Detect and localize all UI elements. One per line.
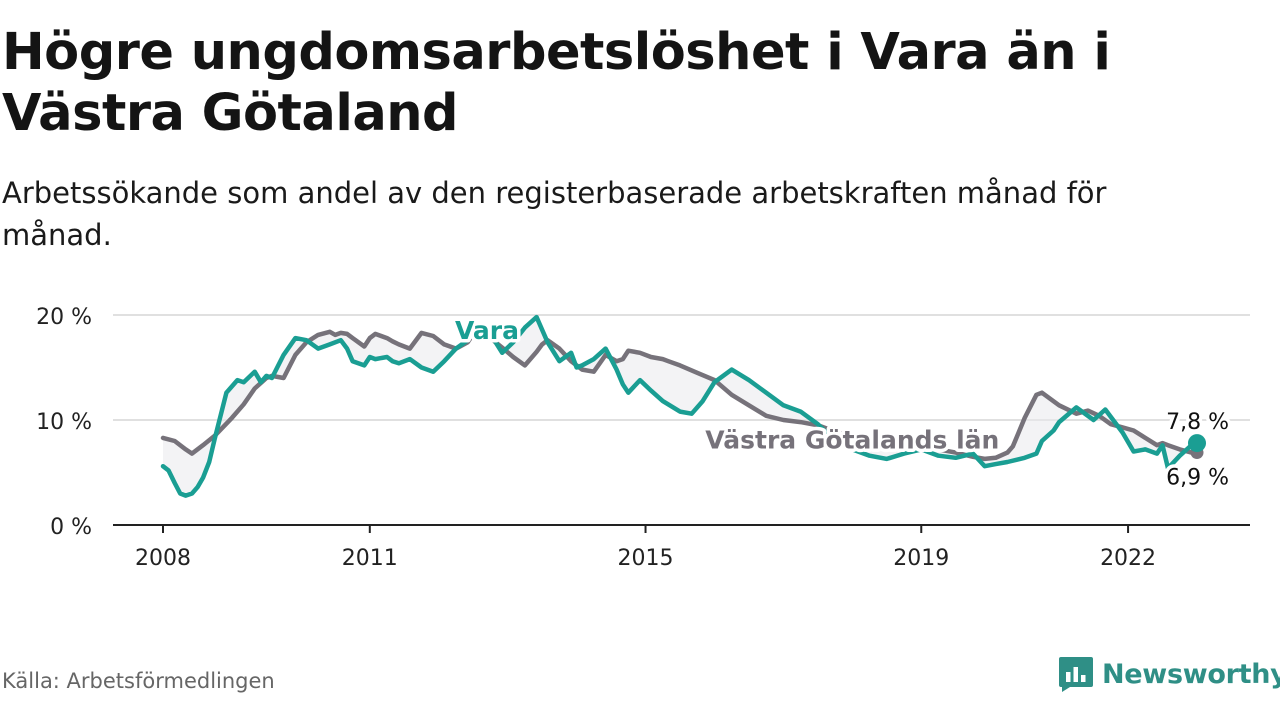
- end-value-label-vara: 7,8 %: [1166, 410, 1229, 435]
- end-value-label-lan: 6,9 %: [1166, 466, 1229, 491]
- series-label-vastra-gotalands-lan: Västra Götalands län: [705, 425, 999, 454]
- chart-subtitle: Arbetssökande som andel av den registerb…: [2, 176, 1107, 252]
- series-label-vara: Vara: [455, 316, 519, 345]
- x-tick-label: 2015: [618, 546, 674, 571]
- end-point-vara: [1188, 434, 1206, 453]
- chart-title: Högre ungdomsarbetslöshet i Vara än i Vä…: [2, 23, 1111, 143]
- line-chart: 0 % 10 % 20 % 2008 2011 2015 2019 2022 Vara Väst…: [36, 305, 1250, 571]
- x-tick-label: 2008: [135, 546, 191, 571]
- source-note: Källa: Arbetsförmedlingen: [2, 669, 275, 693]
- brand-name: Newsworthy: [1102, 658, 1280, 690]
- y-tick-label: 20 %: [36, 305, 92, 330]
- series-line-vara: [160, 314, 1200, 498]
- gap-area: [163, 317, 1197, 496]
- series-lines: [160, 314, 1206, 498]
- x-tick-label: 2011: [342, 546, 398, 571]
- x-tick-label: 2022: [1100, 546, 1156, 571]
- series-labels: Vara Västra Götalands län 7,8 % 6,9 %: [451, 313, 1232, 494]
- x-tick-label: 2019: [893, 546, 949, 571]
- newsworthy-logo-icon: [1059, 657, 1093, 692]
- y-tick-label: 10 %: [36, 410, 92, 435]
- axis-ticks: 0 % 10 % 20 % 2008 2011 2015 2019 2022: [36, 305, 1156, 571]
- brand-logo[interactable]: Newsworthy: [1058, 654, 1280, 694]
- y-tick-label: 0 %: [50, 515, 92, 540]
